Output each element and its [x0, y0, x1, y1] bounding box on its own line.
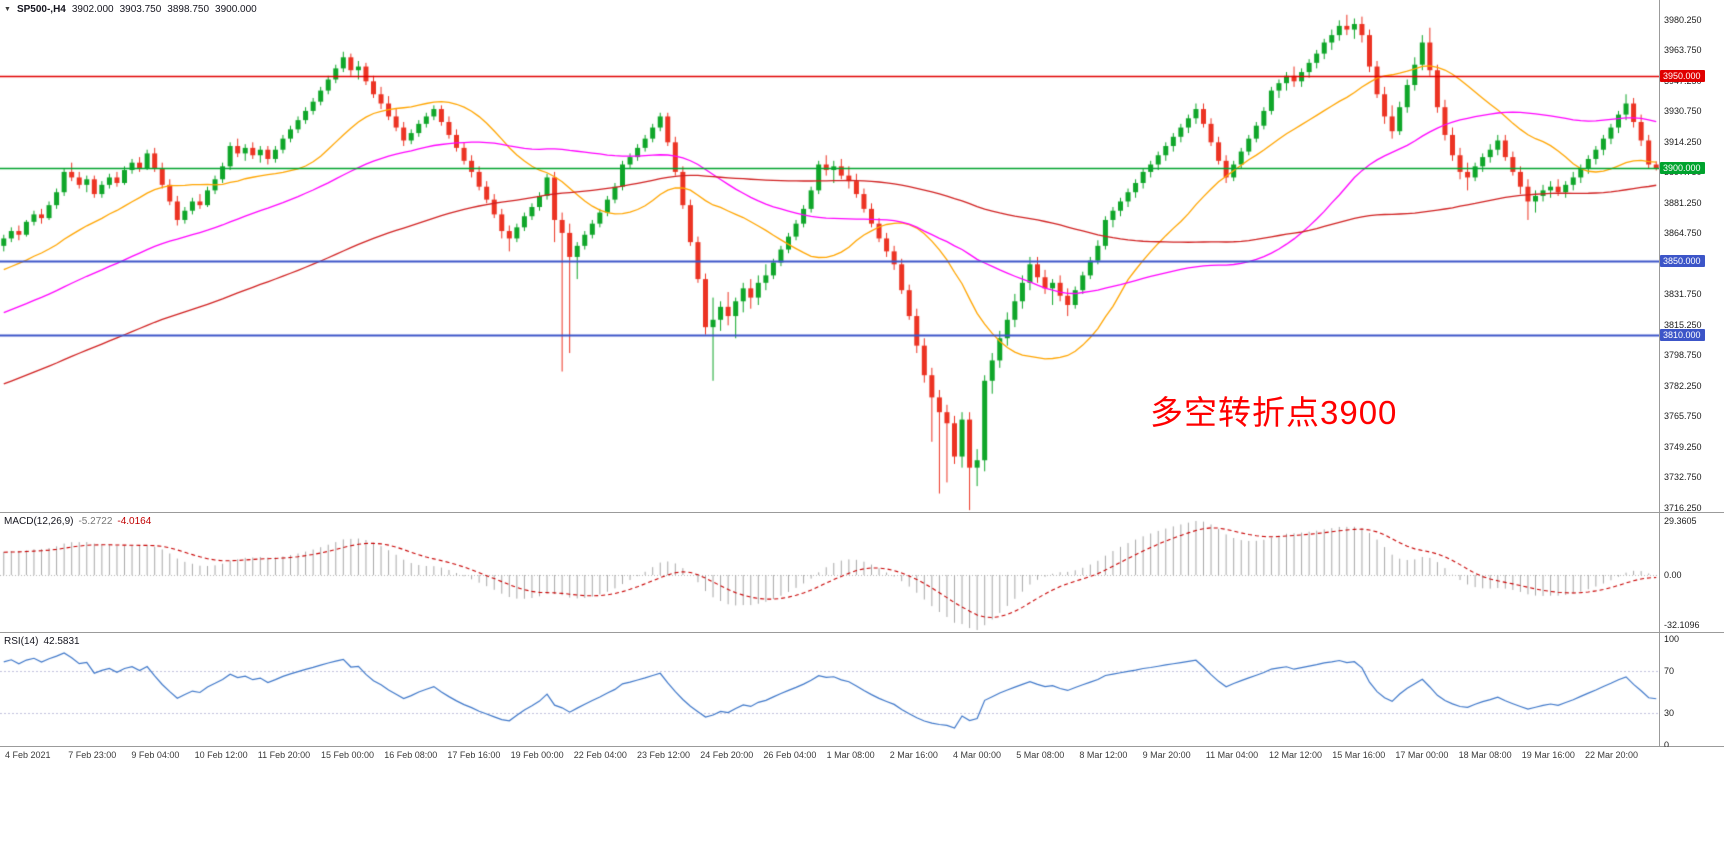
price-tick-label: 3881.250 — [1664, 197, 1702, 208]
rsi-scale-label: 100 — [1664, 634, 1680, 644]
time-axis-label: 4 Feb 2021 — [5, 750, 51, 760]
chart-annotation-text: 多空转折点3900 — [1150, 394, 1398, 431]
price-tag-3850.000[interactable]: 3850.000 — [1660, 254, 1705, 267]
price-tag-3900.000[interactable]: 3900.000 — [1660, 162, 1705, 175]
macd-name: MACD(12,26,9) — [4, 516, 74, 527]
time-axis-label: 2 Mar 16:00 — [889, 750, 938, 760]
time-axis-label: 16 Feb 08:00 — [384, 750, 438, 760]
time-axis-label: 24 Feb 20:00 — [700, 750, 754, 760]
time-axis-label: 15 Feb 00:00 — [321, 750, 375, 760]
time-axis-label: 17 Mar 00:00 — [1395, 750, 1449, 760]
price-tick-label: 3963.750 — [1664, 45, 1702, 56]
macd-scale-label: 29.3605 — [1664, 516, 1697, 526]
price-tick-label: 3930.750 — [1664, 106, 1702, 117]
ohlc-close-value: 3900.000 — [215, 4, 257, 15]
time-axis-label: 7 Feb 23:00 — [68, 750, 117, 760]
ohlc-open-value: 3902.000 — [71, 4, 114, 15]
macd-scale-label: 0.00 — [1664, 570, 1682, 580]
price-tick-label: 3716.250 — [1664, 502, 1702, 513]
time-axis-label: 11 Feb 20:00 — [257, 750, 311, 760]
rsi-canvas[interactable] — [0, 633, 1660, 746]
time-axis-label: 9 Feb 04:00 — [131, 750, 180, 760]
time-axis-label: 5 Mar 08:00 — [1016, 750, 1065, 760]
macd-indicator-panel: 29.3605 0.00 -32.1096 MACD(12,26,9) -5.272… — [0, 513, 1724, 633]
time-axis-label: 26 Feb 04:00 — [763, 750, 817, 760]
time-axis-label: 15 Mar 16:00 — [1332, 750, 1386, 760]
ohlc-high-value: 3903.750 — [119, 4, 162, 15]
collapse-arrow-icon[interactable]: ▼ — [4, 6, 11, 13]
rsi-indicator-panel: 100 70 30 0 RSI(14) 42.5831 — [0, 633, 1724, 750]
chart-header: ▼ SP500-,H4 3902.000 3903.750 3898.750 3… — [4, 4, 257, 15]
price-tick-label: 3749.250 — [1664, 441, 1702, 452]
time-axis-label: 8 Mar 12:00 — [1079, 750, 1128, 760]
price-chart-panel: 3980.2503963.7503947.2503930.7503914.250… — [0, 0, 1724, 513]
time-axis-label: 9 Mar 20:00 — [1142, 750, 1191, 760]
time-axis-label: 11 Mar 04:00 — [1205, 750, 1259, 760]
price-tick-label: 3864.750 — [1664, 228, 1702, 239]
macd-main-value: -5.2722 — [78, 516, 113, 527]
time-axis-label: 22 Feb 04:00 — [573, 750, 627, 760]
price-tick-label: 3980.250 — [1664, 14, 1702, 25]
price-tag-3950.000[interactable]: 3950.000 — [1660, 69, 1705, 82]
time-axis-label: 19 Feb 00:00 — [510, 750, 564, 760]
price-tick-label: 3914.250 — [1664, 136, 1702, 147]
price-tick-label: 3782.250 — [1664, 380, 1702, 391]
time-axis-label: 17 Feb 16:00 — [447, 750, 501, 760]
macd-scale-label: -32.1096 — [1664, 620, 1700, 630]
rsi-label: RSI(14) 42.5831 — [4, 636, 80, 647]
macd-canvas[interactable] — [0, 513, 1660, 632]
price-chart-canvas[interactable] — [0, 0, 1660, 512]
time-axis-label: 10 Feb 12:00 — [194, 750, 248, 760]
time-axis-label: 23 Feb 12:00 — [637, 750, 691, 760]
price-axis[interactable]: 3980.2503963.7503947.2503930.7503914.250… — [1659, 0, 1724, 513]
price-tick-label: 3765.750 — [1664, 411, 1702, 422]
time-axis-label: 12 Mar 12:00 — [1269, 750, 1323, 760]
macd-signal-value: -4.0164 — [117, 516, 152, 527]
time-axis-label: 1 Mar 08:00 — [826, 750, 875, 760]
rsi-scale-label: 0 — [1664, 740, 1670, 750]
time-axis-label: 4 Mar 00:00 — [953, 750, 1002, 760]
price-tick-label: 3815.250 — [1664, 319, 1702, 330]
price-tick-label: 3732.750 — [1664, 472, 1702, 483]
symbol-timeframe-label: SP500-,H4 — [16, 4, 66, 15]
rsi-name: RSI(14) — [4, 636, 39, 647]
time-axis-label: 19 Mar 16:00 — [1521, 750, 1575, 760]
macd-label: MACD(12,26,9) -5.2722 -4.0164 — [4, 516, 151, 527]
rsi-axis: 100 70 30 0 — [1659, 633, 1724, 750]
rsi-value: 42.5831 — [43, 636, 80, 647]
time-axis-label: 22 Mar 20:00 — [1585, 750, 1639, 760]
rsi-scale-label: 70 — [1664, 665, 1675, 676]
rsi-scale-label: 30 — [1664, 708, 1675, 719]
price-tick-label: 3798.750 — [1664, 350, 1702, 361]
macd-axis: 29.3605 0.00 -32.1096 — [1659, 513, 1724, 632]
time-axis-label: 18 Mar 08:00 — [1458, 750, 1512, 760]
price-tick-label: 3831.750 — [1664, 289, 1702, 300]
time-axis[interactable]: 4 Feb 2021 7 Feb 23:00 9 Feb 04:00 10 Feb 1… — [0, 747, 1724, 765]
ohlc-low-value: 3898.750 — [167, 4, 210, 15]
price-tag-3810.000[interactable]: 3810.000 — [1660, 328, 1705, 341]
